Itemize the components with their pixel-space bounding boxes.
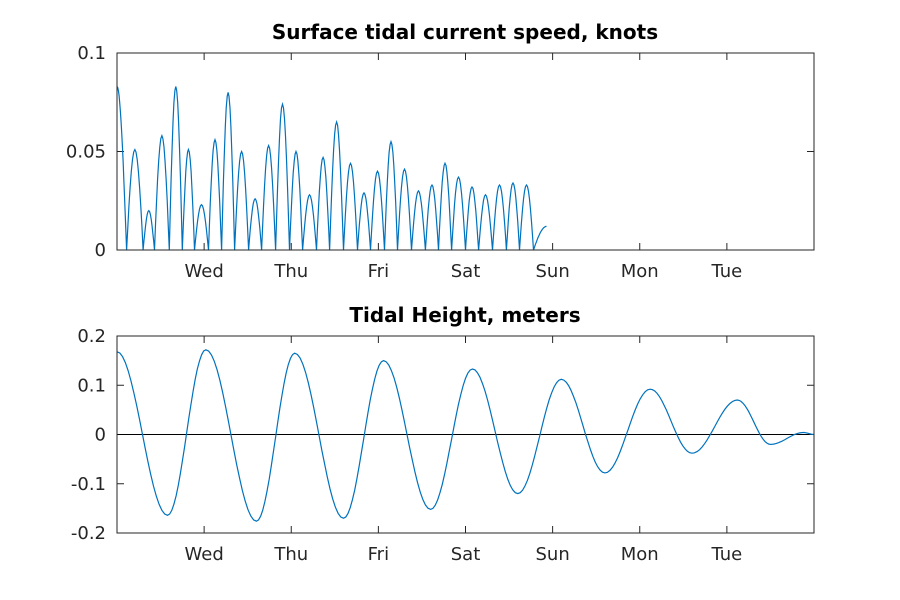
y-tick-label: 0: [95, 240, 106, 261]
y-tick-label: 0.2: [77, 326, 106, 347]
x-axis-height: Wed Thu Fri Sat Sun Mon Tue: [185, 336, 743, 565]
y-tick-label: 0.1: [77, 375, 106, 396]
x-tick-label: Wed: [185, 544, 224, 565]
x-tick-label: Wed: [185, 261, 224, 282]
y-tick-label: -0.2: [71, 523, 106, 544]
tidal-height-chart: Tidal Height, meters -0.2 -0.1 0 0.1 0.2 Wed…: [71, 303, 815, 565]
x-tick-label: Sat: [451, 261, 481, 282]
x-tick-label: Tue: [711, 261, 743, 282]
x-axis-current: Wed Thu Fri Sat Sun Mon Tue: [185, 53, 743, 282]
current-speed-chart: Surface tidal current speed, knots 0 0.05…: [66, 20, 815, 282]
y-axis-height: -0.2 -0.1 0 0.1 0.2: [71, 326, 814, 544]
plot-frame-height: [116, 335, 815, 534]
x-tick-label: Sun: [536, 261, 570, 282]
x-tick-label: Thu: [273, 544, 308, 565]
chart-title-height: Tidal Height, meters: [349, 303, 580, 327]
y-tick-label: -0.1: [71, 474, 106, 495]
chart-title-current: Surface tidal current speed, knots: [272, 20, 658, 44]
x-tick-label: Fri: [368, 261, 389, 282]
y-tick-label: 0.1: [77, 43, 106, 64]
x-tick-label: Mon: [621, 544, 659, 565]
y-tick-label: 0: [95, 425, 106, 446]
x-tick-label: Sat: [451, 544, 481, 565]
series-line-height: [116, 349, 814, 522]
x-tick-label: Sun: [536, 544, 570, 565]
y-axis-current: 0 0.05 0.1: [66, 43, 814, 261]
x-tick-label: Mon: [621, 261, 659, 282]
plot-frame-current: [116, 52, 815, 251]
x-tick-label: Tue: [711, 544, 743, 565]
series-line-current: [116, 86, 547, 251]
y-tick-label: 0.05: [66, 142, 106, 163]
x-tick-label: Fri: [368, 544, 389, 565]
x-tick-label: Thu: [273, 261, 308, 282]
